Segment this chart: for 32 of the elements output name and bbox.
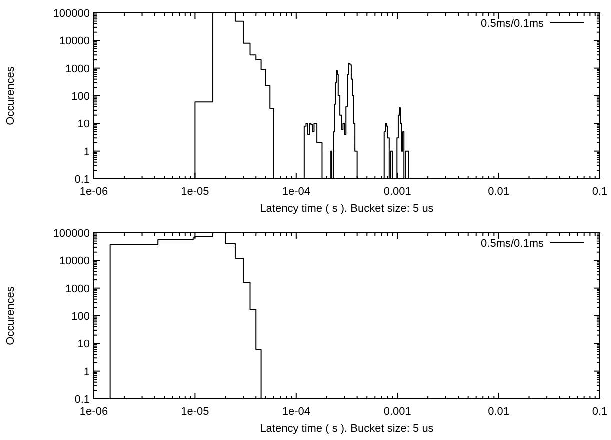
y-tick-label: 100 [72,91,90,103]
y-tick-label: 0.1 [74,174,90,186]
x-tick-label: 1e-04 [282,406,310,418]
x-tick-label: 1e-04 [282,186,310,198]
x-tick-label: 1e-06 [80,406,108,418]
y-tick-label: 10 [78,338,90,351]
y-tick-label: 1000 [66,63,90,76]
y-axis-title: Occurences [5,286,17,346]
x-axis-title: Latency time ( s ). Bucket size: 5 us [260,423,434,435]
y-tick-label: 1 [84,366,90,378]
x-tick-label: 0.01 [488,186,510,198]
x-tick-label: 1e-06 [80,186,108,198]
y-tick-label: 0.1 [74,394,90,406]
y-tick-label: 1 [84,146,90,158]
y-tick-label: 100000 [53,8,90,20]
y-tick-label: 10000 [59,36,90,48]
x-tick-label: 0.1 [592,186,608,198]
x-axis-title: Latency time ( s ). Bucket size: 5 us [260,203,434,215]
x-tick-label: 0.1 [592,406,608,418]
x-tick-label: 1e-05 [181,406,210,418]
x-tick-label: 0.01 [488,406,510,418]
x-tick-label: 1e-05 [181,186,210,198]
y-tick-label: 1000 [66,283,90,296]
y-tick-label: 100000 [53,228,90,240]
y-tick-label: 100 [72,311,90,323]
legend-label: 0.5ms/0.1ms [481,18,544,30]
y-axis-title: Occurences [5,66,17,126]
x-tick-label: 0.001 [384,406,412,418]
y-tick-label: 10000 [59,256,90,268]
legend-label: 0.5ms/0.1ms [481,238,544,250]
x-tick-label: 0.001 [384,186,412,198]
y-tick-label: 10 [78,118,90,131]
